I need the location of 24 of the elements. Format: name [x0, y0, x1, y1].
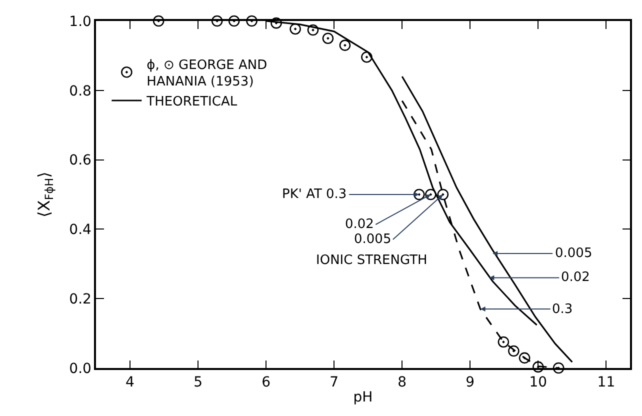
- x-axis-title: pH: [353, 389, 373, 406]
- y-tick-label: 1.0: [69, 14, 92, 30]
- x-tick-label: 8: [398, 374, 407, 391]
- x-tick-label: 4: [126, 374, 135, 391]
- annotation: 0.3: [552, 302, 573, 317]
- x-tick-label: 11: [597, 374, 616, 391]
- x-tick-label: 5: [194, 374, 202, 391]
- x-tick-label: 7: [330, 374, 339, 391]
- annotation: PK' AT 0.3: [282, 187, 347, 202]
- annotation: IONIC STRENGTH: [316, 253, 428, 268]
- x-tick-label: 10: [529, 374, 548, 391]
- y-tick-label: 0.4: [69, 222, 92, 238]
- annotation: 0.005: [555, 246, 592, 261]
- legend-label: ϕ, ⊙ GEORGE AND HANANIA (1953): [146, 58, 268, 90]
- y-tick-label: 0.0: [69, 360, 92, 377]
- annotation: 0.005: [354, 232, 392, 247]
- y-tick-label: 0.6: [69, 152, 92, 169]
- x-tick-label: 6: [262, 374, 271, 391]
- annotation: 0.02: [345, 217, 374, 232]
- annotation: 0.02: [561, 270, 590, 285]
- y-tick-label: 0.2: [69, 292, 92, 308]
- legend-label: THEORETICAL: [146, 94, 238, 110]
- x-tick-label: 9: [466, 374, 475, 391]
- y-tick-label: 0.8: [69, 83, 92, 100]
